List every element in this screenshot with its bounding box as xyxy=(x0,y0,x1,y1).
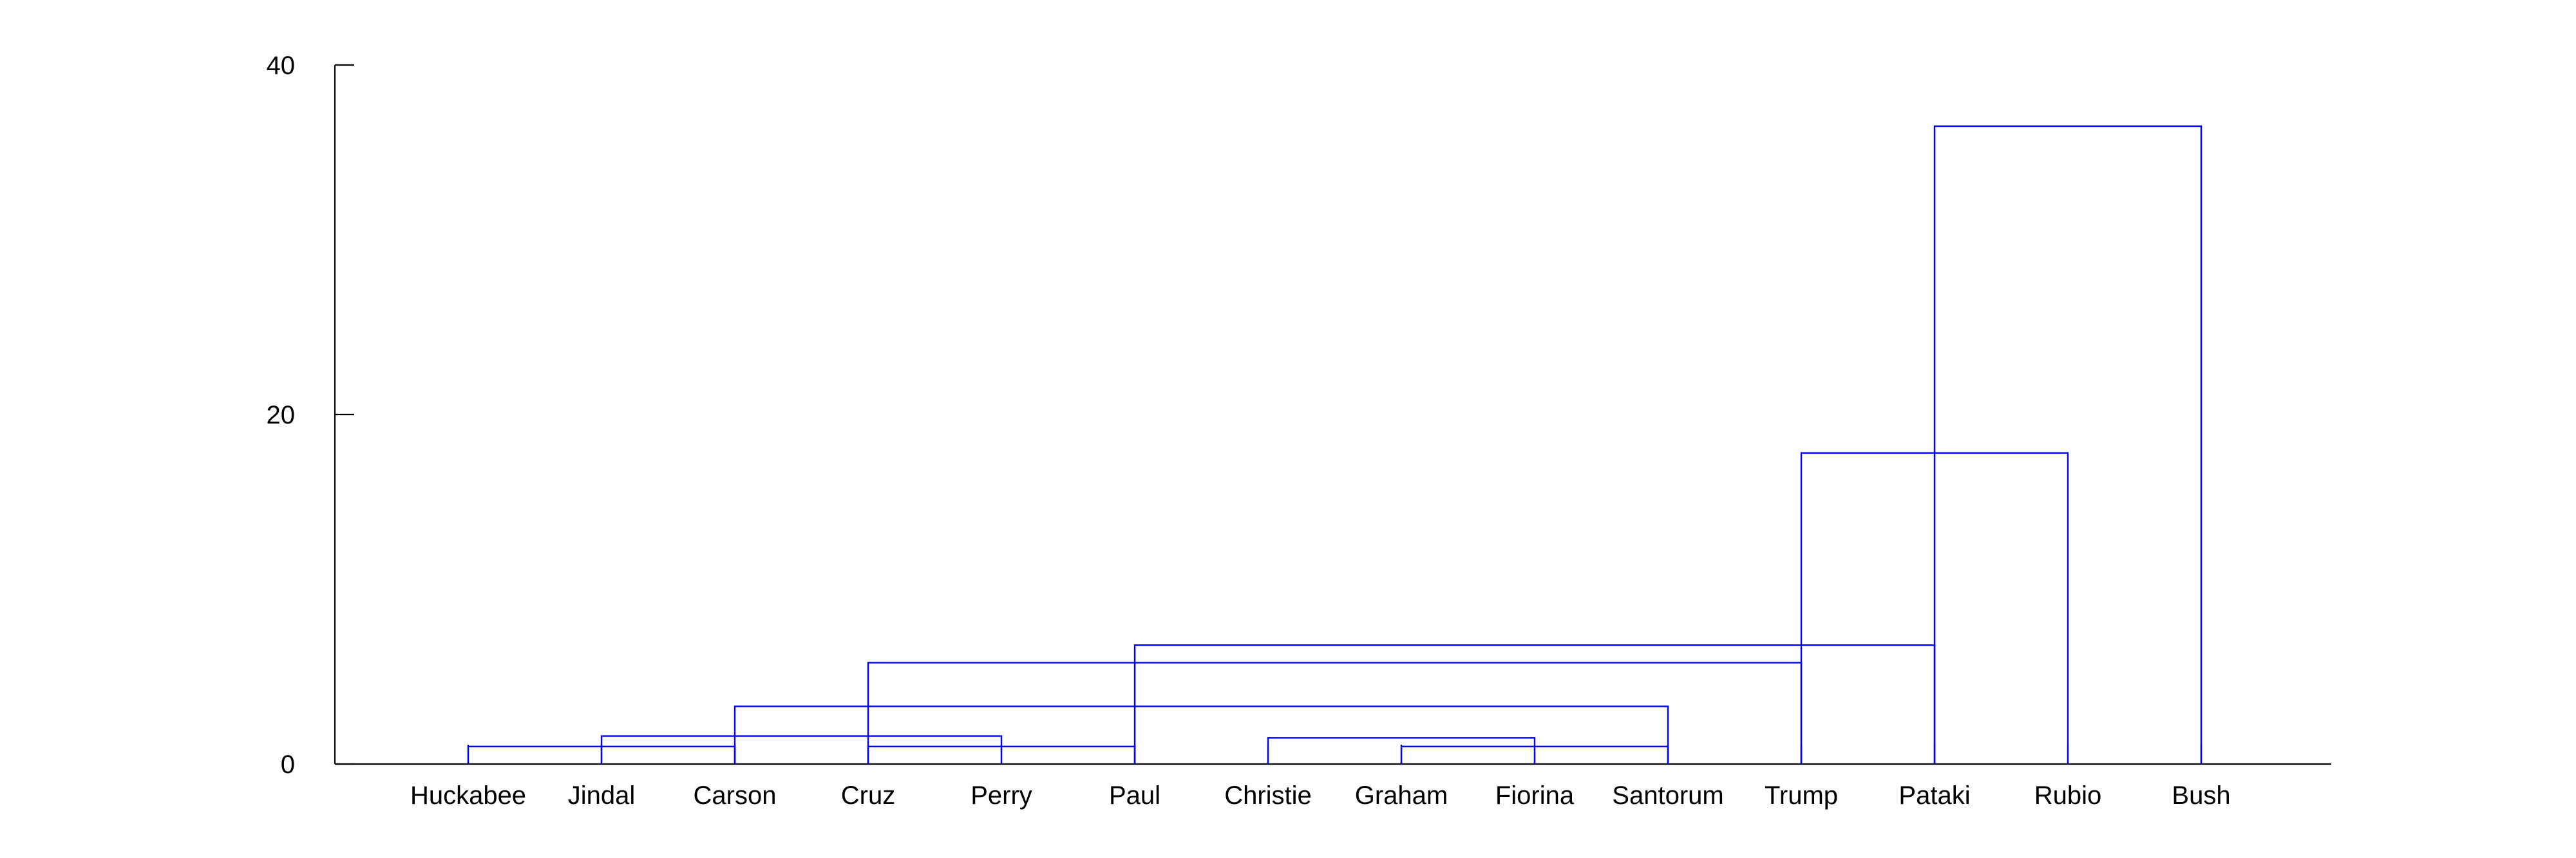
merge-link-4-jindal-perry xyxy=(600,735,1003,764)
dendrogram-links xyxy=(467,125,2202,764)
leaf-labels: Huckabee Jindal Carson Cruz Perry Paul Christi… xyxy=(410,745,2231,810)
leaf-label-trump: Trump xyxy=(1765,781,1838,810)
merge-link-5-christie-fiorina xyxy=(1267,737,1536,764)
y-tick-label-20: 20 xyxy=(267,401,296,429)
leaf-label-santorum: Santorum xyxy=(1612,781,1723,810)
merge-link-10-pataki-bush xyxy=(1933,125,2202,764)
merge-link-7-cruz-trump xyxy=(867,662,1803,764)
leaf-label-fiorina: Fiorina xyxy=(1495,781,1575,810)
leaf-label-carson: Carson xyxy=(694,781,777,810)
leaf-label-rubio: Rubio xyxy=(2034,781,2102,810)
y-tick-label-0: 0 xyxy=(281,751,295,779)
leaf-label-huckabee: Huckabee xyxy=(410,781,526,810)
y-tick-label-40: 40 xyxy=(267,51,296,80)
leaf-label-christie: Christie xyxy=(1224,781,1312,810)
leaf-label-jindal: Jindal xyxy=(568,781,636,810)
leaf-label-pataki: Pataki xyxy=(1899,781,1970,810)
leaf-label-cruz: Cruz xyxy=(841,781,895,810)
leaf-label-perry: Perry xyxy=(971,781,1032,810)
axes xyxy=(334,65,2331,765)
leaf-label-paul: Paul xyxy=(1109,781,1160,810)
leaf-label-graham: Graham xyxy=(1355,781,1448,810)
merge-link-6-carson-santorum xyxy=(734,705,1669,764)
y-ticks: 0 20 40 xyxy=(267,51,354,779)
leaf-label-bush: Bush xyxy=(2172,781,2230,810)
